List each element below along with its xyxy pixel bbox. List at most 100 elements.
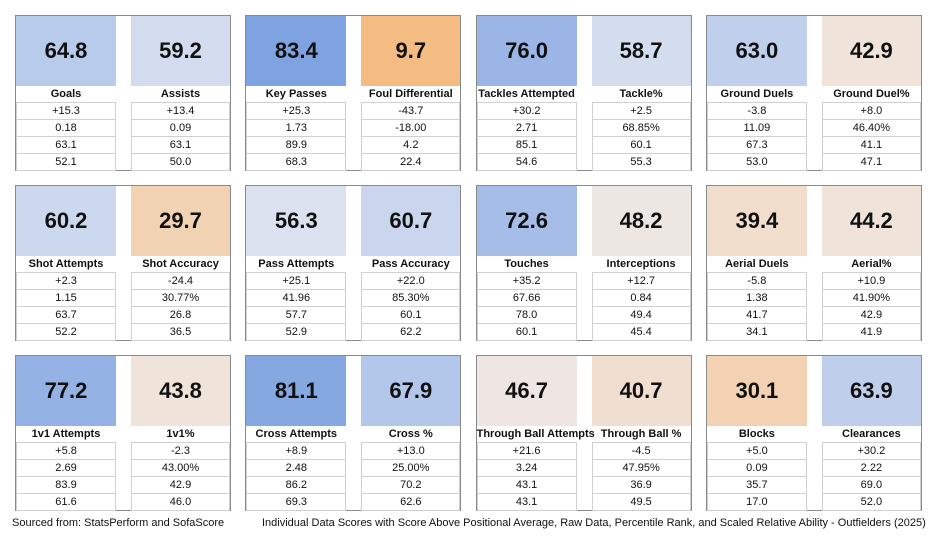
stat-value: 17.0 xyxy=(706,494,807,511)
stat-card: 56.3 Pass Attempts +25.1 41.96 57.7 52.9 xyxy=(246,186,347,341)
stat-value: 41.7 xyxy=(706,307,807,324)
stat-value: 1.15 xyxy=(16,290,116,307)
stat-value: 0.18 xyxy=(16,120,116,137)
stat-value: 63.1 xyxy=(16,137,116,154)
stat-label: Blocks xyxy=(738,428,775,440)
score-box: 63.9 xyxy=(821,356,921,426)
stat-value: 69.3 xyxy=(246,494,347,511)
score-box: 81.1 xyxy=(246,356,347,426)
stat-value: 68.85% xyxy=(591,120,691,137)
score-box: 60.2 xyxy=(16,186,116,256)
stat-value: +22.0 xyxy=(361,272,461,290)
stat-label: Interceptions xyxy=(606,258,676,270)
stat-group: 46.7 Through Ball Attempts +21.6 3.24 43.1 43… xyxy=(475,355,692,511)
stat-label: Foul Differential xyxy=(368,88,453,100)
stat-value: +13.0 xyxy=(361,442,461,460)
stat-value: +25.3 xyxy=(246,102,347,120)
score-box: 59.2 xyxy=(131,16,230,86)
score-box: 29.7 xyxy=(131,186,230,256)
stat-value: 0.09 xyxy=(131,120,230,137)
stat-label: Ground Duel% xyxy=(833,88,910,100)
score-box: 77.2 xyxy=(16,356,116,426)
stat-value: 45.4 xyxy=(591,324,691,341)
stat-value: 43.00% xyxy=(131,460,230,477)
stat-label: 1v1 Attempts xyxy=(31,428,101,440)
stat-card: 63.9 Clearances +30.2 2.22 69.0 52.0 xyxy=(821,356,921,511)
stat-value: 46.0 xyxy=(131,494,230,511)
stat-label: Shot Accuracy xyxy=(142,258,219,270)
stat-label: Pass Attempts xyxy=(258,258,335,270)
stat-label: Aerial Duels xyxy=(725,258,789,270)
stat-value: 43.1 xyxy=(476,477,577,494)
stat-card: 40.7 Through Ball % -4.5 47.95% 36.9 49.5 xyxy=(591,356,691,511)
stat-group: 83.4 Key Passes +25.3 1.73 89.9 68.3 9.7 Foul D… xyxy=(245,15,462,171)
stat-value: 41.96 xyxy=(246,290,347,307)
stat-group: 81.1 Cross Attempts +8.9 2.48 86.2 69.3 67.9 Cr… xyxy=(245,355,462,511)
stat-value: 22.4 xyxy=(361,154,461,171)
score-box: 64.8 xyxy=(16,16,116,86)
score-box: 46.7 xyxy=(476,356,577,426)
stat-value: 1.73 xyxy=(246,120,347,137)
stat-label: Key Passes xyxy=(265,88,327,100)
stat-value: 67.3 xyxy=(706,137,807,154)
stat-value: 34.1 xyxy=(706,324,807,341)
stat-value: 89.9 xyxy=(246,137,347,154)
stat-value: 36.9 xyxy=(591,477,691,494)
stat-label: Through Ball % xyxy=(600,428,682,440)
stat-group: 64.8 Goals +15.3 0.18 63.1 52.1 59.2 Assists +13… xyxy=(15,15,231,171)
stat-value: 30.77% xyxy=(131,290,230,307)
stat-card: 81.1 Cross Attempts +8.9 2.48 86.2 69.3 xyxy=(246,356,347,511)
stat-card: 48.2 Interceptions +12.7 0.84 49.4 45.4 xyxy=(591,186,691,341)
stat-value: 54.6 xyxy=(476,154,577,171)
stat-value: 4.2 xyxy=(361,137,461,154)
stat-value: 42.9 xyxy=(821,307,921,324)
stat-value: 1.38 xyxy=(706,290,807,307)
stat-value: +5.8 xyxy=(16,442,116,460)
stat-group: 76.0 Tackles Attempted +30.2 2.71 85.1 54.6 58… xyxy=(475,15,692,171)
stat-value: 63.7 xyxy=(16,307,116,324)
stat-label: Goals xyxy=(50,88,82,100)
stat-value: 41.9 xyxy=(821,324,921,341)
stat-value: +12.7 xyxy=(591,272,691,290)
stat-group: 39.4 Aerial Duels -5.8 1.38 41.7 34.1 44.2 Aeri… xyxy=(705,185,922,341)
score-box: 48.2 xyxy=(591,186,691,256)
stat-value: +25.1 xyxy=(246,272,347,290)
stat-value: -43.7 xyxy=(361,102,461,120)
stat-value: 50.0 xyxy=(131,154,230,171)
stat-card: 9.7 Foul Differential -43.7 -18.00 4.2 22.4 xyxy=(361,16,461,171)
stat-value: 67.66 xyxy=(476,290,577,307)
stat-label: Tackle% xyxy=(619,88,663,100)
stat-value: 61.6 xyxy=(16,494,116,511)
score-box: 9.7 xyxy=(361,16,461,86)
source: Sourced from: StatsPerform and SofaScore xyxy=(12,517,225,529)
stat-value: 60.1 xyxy=(476,324,577,341)
stat-label: Cross % xyxy=(388,428,433,440)
score-box: 40.7 xyxy=(591,356,691,426)
stat-card: 83.4 Key Passes +25.3 1.73 89.9 68.3 xyxy=(246,16,347,171)
stat-value: +30.2 xyxy=(476,102,577,120)
stat-value: 0.84 xyxy=(591,290,691,307)
stat-value: 85.1 xyxy=(476,137,577,154)
stat-value: +30.2 xyxy=(821,442,921,460)
stat-label: Clearances xyxy=(842,428,901,440)
stat-value: 26.8 xyxy=(131,307,230,324)
stat-value: 83.9 xyxy=(16,477,116,494)
caption: Individual Data Scores with Score Above … xyxy=(262,517,926,529)
stat-label: Through Ball Attempts xyxy=(476,428,595,440)
stat-value: 35.7 xyxy=(706,477,807,494)
stat-card: 76.0 Tackles Attempted +30.2 2.71 85.1 54.6 xyxy=(476,16,577,171)
stat-label: Cross Attempts xyxy=(255,428,338,440)
stat-value: 49.4 xyxy=(591,307,691,324)
stat-value: 46.40% xyxy=(821,120,921,137)
stat-label: Tackles Attempted xyxy=(478,88,575,100)
stat-label: Shot Attempts xyxy=(28,258,104,270)
stat-card: 43.8 1v1% -2.3 43.00% 42.9 46.0 xyxy=(131,356,230,511)
stat-value: +5.0 xyxy=(706,442,807,460)
stat-value: 63.1 xyxy=(131,137,230,154)
stat-group: 30.1 Blocks +5.0 0.09 35.7 17.0 63.9 Clearances… xyxy=(705,355,922,511)
score-box: 30.1 xyxy=(706,356,807,426)
stat-value: 41.90% xyxy=(821,290,921,307)
stat-group: 63.0 Ground Duels -3.8 11.09 67.3 53.0 42.9 Gro… xyxy=(705,15,922,171)
stat-value: +15.3 xyxy=(16,102,116,120)
